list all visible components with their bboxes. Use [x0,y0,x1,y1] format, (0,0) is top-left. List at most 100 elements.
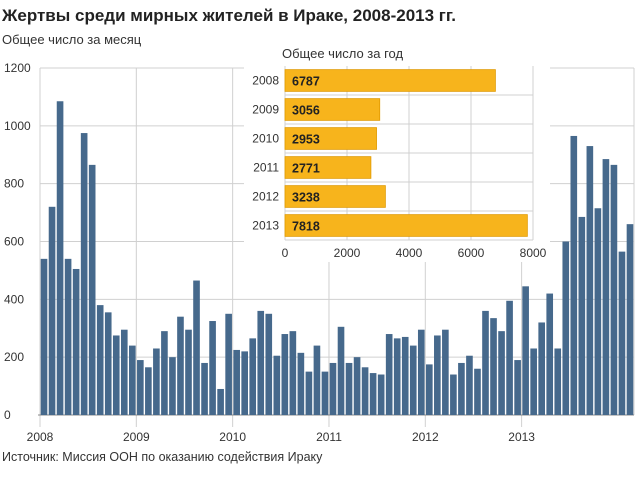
monthly-bar [594,208,602,415]
monthly-bar [385,334,393,415]
annual-category-label: 2011 [253,161,279,175]
annual-category-label: 2008 [252,74,279,88]
monthly-bar [217,388,224,415]
monthly-bar [137,360,144,415]
monthly-bar [466,355,473,415]
monthly-bar [265,313,273,415]
monthly-bar [153,348,160,415]
monthly-bar [337,326,345,415]
monthly-bar [120,329,128,415]
monthly-y-tick-label: 1000 [4,119,31,133]
annual-inset-title: Общее число за год [282,46,403,61]
monthly-bar [361,367,369,415]
monthly-bar [610,164,618,415]
monthly-bar [425,364,433,415]
monthly-bar [88,164,96,415]
monthly-bar [618,251,626,415]
monthly-x-tick-label: 2010 [219,430,246,444]
annual-bar [284,69,496,92]
annual-category-label: 2012 [252,190,279,204]
annual-category-labels: 2008 2009 2010 2011 2012 2013 [252,74,279,233]
monthly-y-tick-label: 800 [4,177,24,191]
monthly-bar [241,351,249,415]
monthly-x-tick-label: 2012 [412,430,439,444]
monthly-x-tick-labels: 2008 2009 2010 2011 2012 2013 [27,430,536,444]
monthly-bar [506,300,513,415]
monthly-y-tick-labels: 0 200 400 600 800 1000 1200 [4,61,31,422]
monthly-bar [369,373,377,415]
monthly-bar [514,360,521,415]
annual-x-tick-label: 8000 [520,246,547,260]
annual-gridlines [284,66,534,241]
annual-bar [284,98,381,121]
monthly-bar [177,316,184,415]
monthly-bar [530,348,537,415]
monthly-bar [233,349,240,415]
monthly-bar [450,374,457,415]
annual-bar [284,127,377,150]
monthly-bar [273,355,281,415]
monthly-bar [249,338,257,415]
annual-bar [284,185,386,208]
chart-subtitle: Общее число за месяц [2,32,142,47]
monthly-bar [377,374,385,415]
annual-bar-value-label: 6787 [292,75,320,89]
annual-category-label: 2009 [252,103,279,117]
monthly-bar [626,224,634,415]
monthly-bar [193,280,200,415]
monthly-bar [96,305,104,415]
annual-bar-value-label: 3238 [292,191,320,205]
monthly-bar [112,335,120,415]
monthly-bar [56,101,64,416]
monthly-bar [145,367,152,415]
annual-bars: 6787 3056 2953 2771 3238 7818 [284,69,528,237]
monthly-y-tick-label: 1200 [4,61,31,75]
monthly-bar [64,258,72,415]
monthly-bar [128,345,136,415]
monthly-x-tick-label: 2013 [508,430,535,444]
monthly-bar [393,338,401,415]
monthly-bar [209,321,216,415]
monthly-bar [498,331,505,415]
monthly-bar [305,371,313,415]
annual-x-tick-label: 2000 [334,246,361,260]
monthly-bar [482,310,489,415]
monthly-bar [554,348,562,415]
monthly-bar [434,335,441,415]
monthly-bar [570,135,578,415]
monthly-y-tick-label: 600 [4,235,24,249]
monthly-y-tick-label: 0 [4,408,11,422]
monthly-y-tick-label: 400 [4,292,24,306]
monthly-bars [40,101,634,416]
monthly-x-tick-label: 2008 [27,430,54,444]
monthly-bar [257,310,265,415]
monthly-bar [281,334,289,415]
monthly-bar [104,312,112,415]
monthly-bar [562,241,570,415]
monthly-bar [490,318,497,415]
monthly-x-tick-label: 2009 [123,430,150,444]
annual-bar-value-label: 7818 [292,220,320,234]
monthly-bar [321,371,329,415]
monthly-bar [522,286,529,415]
source-note: Источник: Миссия ООН по оказанию содейст… [2,450,323,464]
annual-bar [284,156,372,179]
annual-bar-value-label: 2953 [292,133,320,147]
monthly-bar [353,357,361,415]
annual-x-tick-labels: 0 2000 4000 6000 8000 [282,246,547,260]
monthly-bar [225,313,232,415]
monthly-y-tick-label: 200 [4,350,24,364]
monthly-bar [201,362,208,415]
monthly-bar [474,368,481,415]
monthly-bar [48,206,56,415]
monthly-bar [586,146,594,415]
monthly-bar [40,258,48,415]
monthly-bar [401,336,409,415]
monthly-bar [345,362,353,415]
annual-x-tick-label: 0 [282,246,289,260]
monthly-bar [289,331,297,415]
monthly-bar [72,268,80,415]
monthly-x-tick-label: 2011 [316,430,342,444]
monthly-bar [297,352,305,415]
